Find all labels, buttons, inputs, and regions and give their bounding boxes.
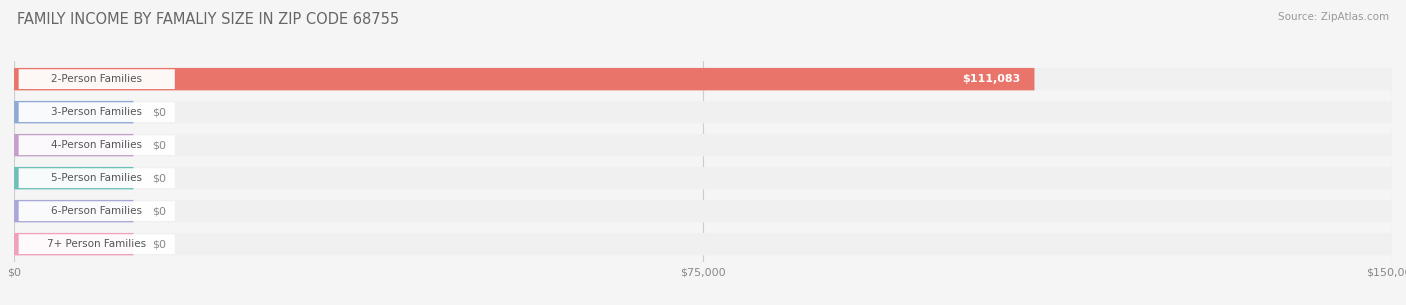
FancyBboxPatch shape [14, 68, 1035, 90]
FancyBboxPatch shape [18, 102, 174, 122]
FancyBboxPatch shape [14, 233, 134, 255]
FancyBboxPatch shape [14, 200, 134, 222]
FancyBboxPatch shape [14, 101, 134, 123]
FancyBboxPatch shape [14, 134, 134, 156]
FancyBboxPatch shape [14, 200, 1392, 222]
FancyBboxPatch shape [18, 201, 174, 221]
Text: $0: $0 [152, 173, 166, 183]
Text: 3-Person Families: 3-Person Families [51, 107, 142, 117]
FancyBboxPatch shape [18, 168, 174, 188]
FancyBboxPatch shape [14, 167, 134, 189]
FancyBboxPatch shape [18, 234, 174, 254]
Text: $0: $0 [152, 107, 166, 117]
Text: 7+ Person Families: 7+ Person Families [48, 239, 146, 249]
Text: $0: $0 [152, 140, 166, 150]
Text: 2-Person Families: 2-Person Families [51, 74, 142, 84]
Text: Source: ZipAtlas.com: Source: ZipAtlas.com [1278, 12, 1389, 22]
FancyBboxPatch shape [14, 134, 1392, 156]
Text: 6-Person Families: 6-Person Families [51, 206, 142, 216]
FancyBboxPatch shape [18, 135, 174, 155]
FancyBboxPatch shape [18, 69, 174, 89]
FancyBboxPatch shape [14, 233, 1392, 255]
Text: 4-Person Families: 4-Person Families [51, 140, 142, 150]
Text: $0: $0 [152, 239, 166, 249]
Text: FAMILY INCOME BY FAMALIY SIZE IN ZIP CODE 68755: FAMILY INCOME BY FAMALIY SIZE IN ZIP COD… [17, 12, 399, 27]
FancyBboxPatch shape [14, 167, 1392, 189]
FancyBboxPatch shape [14, 68, 1392, 90]
Text: $0: $0 [152, 206, 166, 216]
Text: 5-Person Families: 5-Person Families [51, 173, 142, 183]
FancyBboxPatch shape [14, 101, 1392, 123]
Text: $111,083: $111,083 [963, 74, 1021, 84]
